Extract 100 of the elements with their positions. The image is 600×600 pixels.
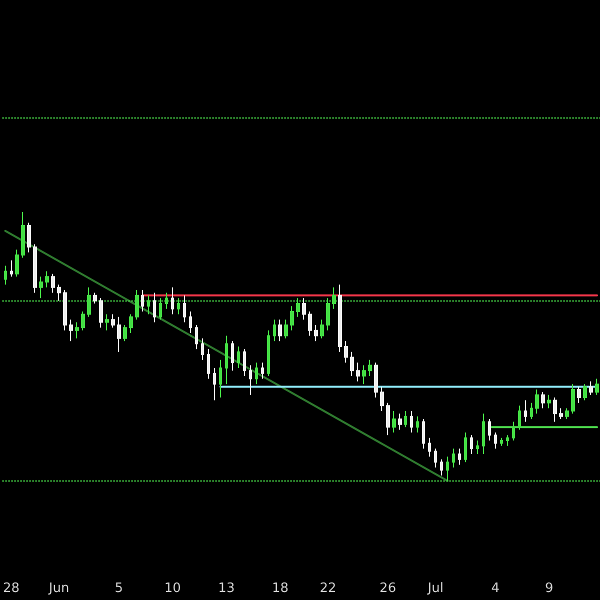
candlestick xyxy=(577,386,581,404)
candlestick xyxy=(10,260,13,278)
candlestick xyxy=(350,351,354,377)
candlestick xyxy=(296,298,300,318)
candlestick xyxy=(506,434,509,446)
x-tick-label: 4 xyxy=(491,581,500,596)
candlestick xyxy=(446,456,449,482)
x-tick-label: 28 xyxy=(2,581,20,596)
candlestick xyxy=(171,286,174,315)
candlestick xyxy=(63,290,67,331)
candlestick xyxy=(458,448,461,466)
candlestick xyxy=(494,432,497,450)
candlestick xyxy=(45,270,49,288)
candlestick xyxy=(530,402,533,420)
x-tick-label: 26 xyxy=(380,581,396,596)
candlestick xyxy=(535,388,539,414)
candlestick xyxy=(559,408,563,420)
candlestick xyxy=(99,298,103,328)
candlestick xyxy=(57,284,61,302)
candlestick xyxy=(326,298,330,331)
candlestick xyxy=(338,284,342,352)
candlestick xyxy=(4,265,7,286)
candlestick xyxy=(219,359,222,398)
candlestick xyxy=(392,410,396,433)
x-tick-label: 10 xyxy=(164,581,181,596)
candlestick xyxy=(374,362,378,398)
candlestick xyxy=(314,324,318,342)
candlestick xyxy=(243,348,246,377)
candlestick xyxy=(440,458,443,476)
candlestick xyxy=(147,294,150,315)
candlestick xyxy=(320,319,324,339)
candlestick xyxy=(249,364,252,396)
candlestick xyxy=(105,314,109,331)
candlestick xyxy=(129,314,133,334)
candlestick xyxy=(416,416,419,433)
candlestick xyxy=(117,316,121,352)
x-tick-label: 13 xyxy=(218,581,235,596)
candlestick xyxy=(159,298,162,320)
candlestick xyxy=(123,324,127,342)
candlestick xyxy=(237,346,240,368)
candlestick xyxy=(541,392,545,409)
candlestick xyxy=(93,292,97,304)
candlestick xyxy=(267,330,270,377)
candlestick xyxy=(21,212,25,258)
candlestick xyxy=(398,413,402,430)
candlestick xyxy=(231,340,234,372)
candlestick xyxy=(595,378,599,396)
candlestick xyxy=(302,298,306,320)
candlestick xyxy=(332,286,336,310)
candlestick xyxy=(410,410,413,433)
candlestick xyxy=(278,319,282,342)
candlestick xyxy=(500,437,503,446)
candlestick xyxy=(386,402,390,436)
candlestick xyxy=(261,362,264,380)
candlestick xyxy=(452,448,455,468)
candlestick xyxy=(482,413,485,454)
x-tick-label: Jun xyxy=(48,581,70,596)
candlestick xyxy=(428,437,431,458)
candlestick xyxy=(356,362,360,382)
candlestick xyxy=(404,410,407,428)
candlestick xyxy=(177,298,180,315)
candlestick xyxy=(225,335,228,385)
candlestick xyxy=(207,348,210,380)
candlestick xyxy=(51,273,55,294)
candlestick xyxy=(111,314,115,328)
candlestick xyxy=(195,324,198,350)
candlestick xyxy=(589,380,593,396)
candlestick xyxy=(434,448,437,468)
candlestick xyxy=(81,311,85,331)
candlestick xyxy=(290,306,294,331)
x-tick-label: Jul xyxy=(426,581,444,596)
candlestick xyxy=(141,290,144,312)
candlestick xyxy=(183,294,186,323)
candlestick xyxy=(524,400,527,422)
candlestick xyxy=(153,292,156,323)
x-tick-label: 9 xyxy=(545,581,554,596)
candlestick xyxy=(344,340,348,364)
candlestick xyxy=(380,386,384,412)
candlestick xyxy=(464,432,467,463)
x-tick-label: 18 xyxy=(272,581,288,596)
candlestick xyxy=(488,418,491,442)
candlestick xyxy=(201,338,204,360)
candlestick xyxy=(565,408,569,420)
candlestick xyxy=(27,222,31,253)
candlestick xyxy=(165,292,168,310)
candlestick xyxy=(583,384,587,401)
candlestick xyxy=(33,244,37,294)
x-tick-label: 5 xyxy=(114,581,123,596)
candlestick xyxy=(189,311,192,334)
candlestick xyxy=(255,362,258,385)
candlestick xyxy=(368,359,372,377)
candlestick xyxy=(362,364,366,385)
candlestick xyxy=(69,319,73,342)
candlestick xyxy=(273,319,276,342)
candlestick xyxy=(422,418,425,450)
candlestick xyxy=(470,434,473,454)
candlestick xyxy=(135,290,139,320)
candlestick xyxy=(75,322,79,339)
candlestick xyxy=(39,276,43,299)
x-tick-label: 22 xyxy=(320,581,336,596)
